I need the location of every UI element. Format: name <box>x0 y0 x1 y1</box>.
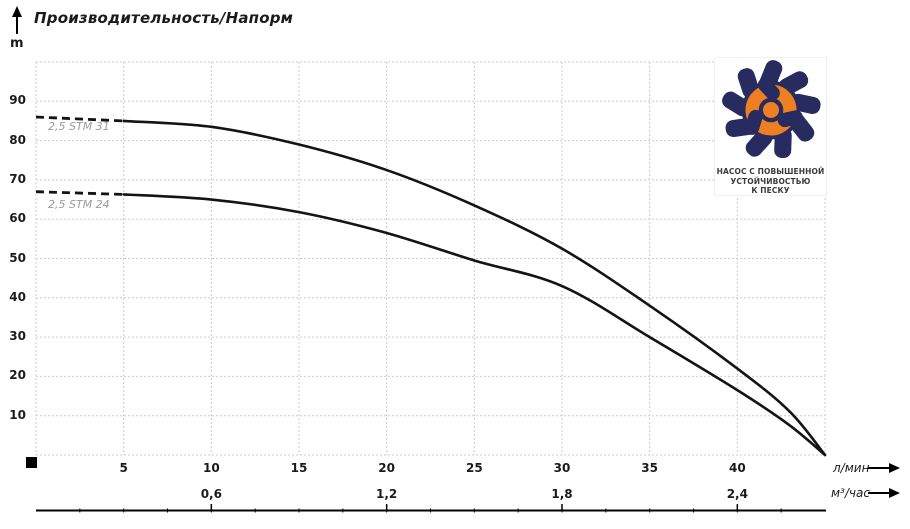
y-tick-label: 20 <box>9 368 26 383</box>
x-tick-label-m3h: 0,6 <box>200 487 222 501</box>
lmin-right-arrow-icon <box>868 463 900 473</box>
y-tick-label: 40 <box>9 289 26 304</box>
x-tick-label-lmin: 35 <box>641 461 658 475</box>
chart-title: Производительность/Напорм <box>34 9 294 27</box>
y-tick-label: 70 <box>9 171 26 186</box>
x-tick-label-lmin: 30 <box>553 461 571 475</box>
badge-caption-line2: УСТОЙЧИВОСТЬЮ <box>730 176 811 186</box>
x-tick-label-lmin: 20 <box>378 461 395 475</box>
y-tick-label: 90 <box>9 93 26 108</box>
x-tick-label-lmin: 10 <box>202 461 220 475</box>
x-tick-label-m3h: 2,4 <box>726 487 748 501</box>
pump-curve <box>122 193 827 457</box>
badge-caption: НАСОС С ПОВЫШЕННОЙ УСТОЙЧИВОСТЬЮ К ПЕСКУ <box>715 167 826 196</box>
origin-marker <box>26 457 37 468</box>
x-tick-label-m3h: 1,2 <box>376 487 398 501</box>
y-tick-label: 30 <box>9 329 26 344</box>
x-tick-label-lmin: 40 <box>728 461 746 475</box>
x-tick-label-lmin: 25 <box>465 461 483 475</box>
y-axis-up-arrow-icon <box>12 6 22 34</box>
sand-resistant-pump-badge: НАСОС С ПОВЫШЕННОЙ УСТОЙЧИВОСТЬЮ К ПЕСКУ <box>714 57 827 196</box>
y-axis-unit-label: m <box>10 36 24 51</box>
badge-caption-line1: НАСОС С ПОВЫШЕННОЙ <box>716 167 825 176</box>
pump-impeller-logo-icon <box>721 60 821 159</box>
x-tick-label-lmin: 15 <box>290 461 308 475</box>
pump-curve-dashed-segment <box>35 190 124 196</box>
y-tick-label: 10 <box>9 407 26 422</box>
x-tick-label-lmin: 5 <box>119 461 128 475</box>
pump-curve <box>122 119 827 457</box>
m3h-right-arrow-icon <box>868 488 900 498</box>
pump-curve-dashed-segment <box>35 115 124 123</box>
curve-label-stm24: 2,5 STM 24 <box>48 198 110 211</box>
x-axis-m3h-unit-label: м³/час <box>831 486 870 500</box>
badge-caption-line3: К ПЕСКУ <box>751 186 790 195</box>
y-tick-label: 60 <box>9 211 26 226</box>
curve-label-stm31: 2,5 STM 31 <box>48 120 110 133</box>
y-tick-label: 80 <box>9 132 26 147</box>
y-tick-label: 50 <box>9 250 26 265</box>
x-axis-lmin-unit-label: л/мин <box>833 461 870 475</box>
x-tick-label-m3h: 1,8 <box>551 487 573 501</box>
